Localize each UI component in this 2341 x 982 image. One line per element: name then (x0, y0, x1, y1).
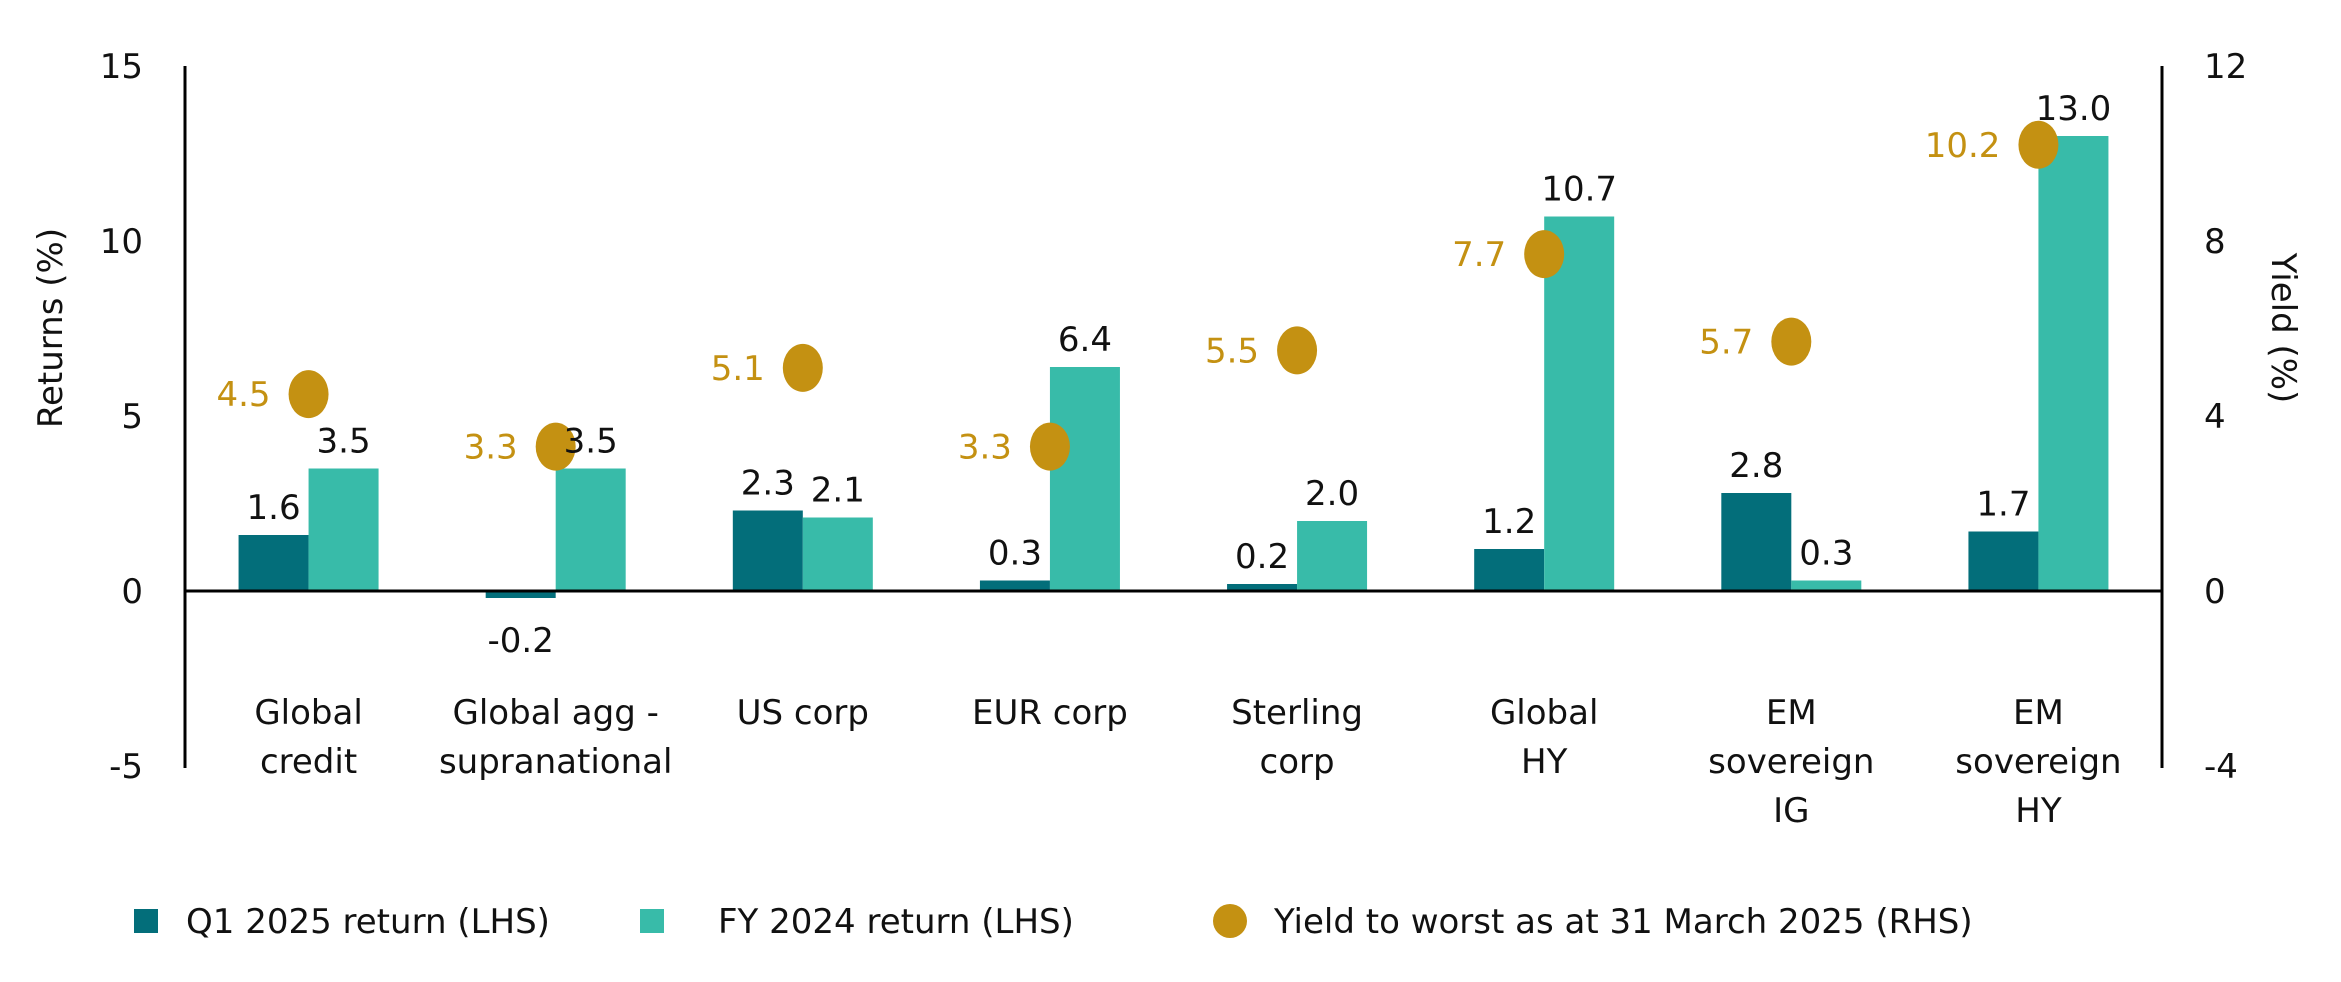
data-label: 10.7 (1541, 170, 1617, 210)
bar-q1-2025 (1227, 584, 1298, 591)
y-tick-left: -5 (109, 747, 143, 787)
data-label: -0.2 (488, 621, 554, 661)
data-label: 1.2 (1482, 502, 1536, 542)
data-label: 1.6 (247, 488, 301, 528)
y-tick-left: 5 (121, 397, 143, 437)
bar-q1-2025 (732, 510, 803, 591)
data-label: 2.3 (741, 464, 795, 504)
legend-label-yield: Yield to worst as at 31 March 2025 (RHS) (1273, 902, 1973, 942)
category-label: Global agg - (453, 693, 659, 733)
yield-label: 10.2 (1925, 126, 2001, 166)
yield-label: 7.7 (1452, 235, 1506, 275)
yield-dot (288, 370, 329, 419)
yield-dot (782, 343, 823, 392)
bar-fy-2024 (555, 468, 626, 591)
yield-label: 5.5 (1205, 331, 1259, 371)
yield-dot (535, 422, 576, 471)
category-label: Global (1490, 693, 1598, 733)
bar-q1-2025 (1474, 549, 1545, 591)
category-label: EUR corp (972, 693, 1128, 733)
category-label: US corp (737, 693, 869, 733)
bar-fy-2024 (2038, 136, 2109, 591)
data-label: 2.0 (1305, 474, 1359, 514)
y-tick-right: 8 (2204, 222, 2226, 262)
legend-label-fy: FY 2024 return (LHS) (718, 902, 1074, 942)
yield-label: 3.3 (958, 428, 1012, 468)
category-label: credit (260, 742, 357, 782)
y-tick-left: 0 (121, 572, 143, 612)
category-label: HY (1521, 742, 1568, 782)
data-label: 6.4 (1058, 320, 1112, 360)
data-label: 3.5 (317, 422, 371, 462)
yield-dot (1277, 326, 1318, 375)
y-tick-right: 4 (2204, 397, 2226, 437)
yield-label: 4.5 (216, 375, 270, 415)
yield-dot (1029, 422, 1070, 471)
data-label: 1.7 (1976, 485, 2030, 525)
y-tick-right: 0 (2204, 572, 2226, 612)
yield-label: 5.7 (1699, 323, 1753, 363)
bar-fy-2024 (1791, 580, 1862, 591)
data-label: 0.3 (988, 534, 1042, 574)
y-tick-right: 12 (2204, 47, 2247, 87)
category-label: sovereign (1708, 742, 1874, 782)
y-axis-right-label: Yield (%) (2263, 252, 2303, 404)
bar-q1-2025 (979, 580, 1050, 591)
bar-q1-2025 (238, 535, 309, 591)
bar-fy-2024 (308, 468, 379, 591)
y-tick-left: 10 (100, 222, 143, 262)
bar-fy-2024 (802, 517, 873, 591)
category-label: sovereign (1955, 742, 2121, 782)
legend-marker-fy (640, 909, 664, 933)
data-label: 2.8 (1729, 446, 1783, 486)
bar-fy-2024 (1049, 367, 1120, 591)
category-label: IG (1773, 791, 1809, 831)
yield-dot (1524, 230, 1565, 279)
yield-dot (1771, 317, 1812, 366)
data-label: 13.0 (2036, 89, 2112, 129)
data-label: 2.1 (811, 471, 865, 511)
yield-dot (2018, 120, 2059, 169)
yield-label: 5.1 (711, 349, 765, 389)
category-label: supranational (439, 742, 672, 782)
category-label: corp (1260, 742, 1335, 782)
data-label: 0.3 (1799, 534, 1853, 574)
bar-q1-2025 (1721, 493, 1792, 591)
bar-fy-2024 (1544, 216, 1615, 591)
data-label: 0.2 (1235, 537, 1289, 577)
yield-label: 3.3 (464, 428, 518, 468)
legend-marker-q1 (134, 909, 158, 933)
category-label: HY (2015, 791, 2062, 831)
bar-q1-2025 (485, 591, 556, 598)
y-tick-right: -4 (2204, 747, 2238, 787)
category-label: Global (254, 693, 362, 733)
bar-q1-2025 (1968, 531, 2039, 591)
category-label: EM (2013, 693, 2064, 733)
bar-fy-2024 (1297, 521, 1368, 591)
legend-marker-yield (1213, 904, 1247, 938)
y-axis-left-title: Returns (%) (31, 228, 71, 428)
y-tick-left: 15 (100, 47, 143, 87)
y-axis-left-label: Returns (%) (31, 228, 71, 428)
category-label: EM (1766, 693, 1817, 733)
category-label: Sterling (1231, 693, 1363, 733)
legend-label-q1: Q1 2025 return (LHS) (186, 902, 550, 942)
data-label: 3.5 (564, 422, 618, 462)
